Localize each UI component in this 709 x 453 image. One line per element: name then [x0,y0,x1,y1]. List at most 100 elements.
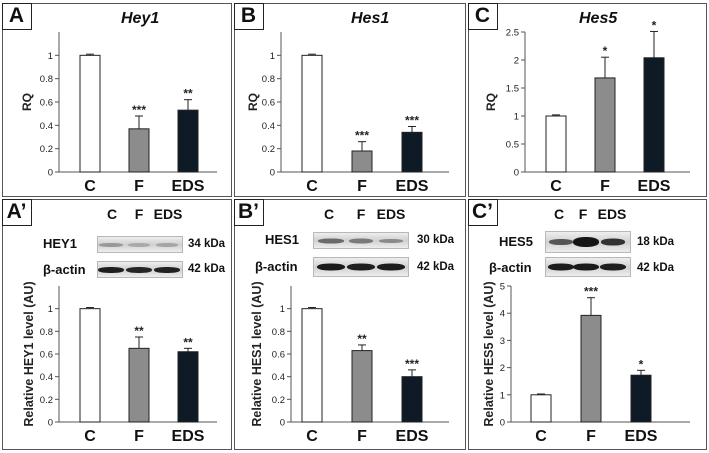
blot-protein-label: HEY1 [43,236,77,251]
bar-f [128,128,150,173]
category-label-eds: EDS [172,178,205,195]
significance-marker-f: *** [584,285,598,299]
blot-column-eds: EDS [376,206,406,222]
blot-band [98,266,125,273]
category-label-f: F [134,178,144,195]
blot-band [316,263,345,271]
y-tick-label: 1 [500,390,505,401]
y-axis-label: Relative HES5 level (AU) [482,281,496,426]
bar-eds [630,374,652,423]
significance-marker-eds: ** [183,335,193,349]
chart-title-hes1: Hes1 [351,10,390,27]
y-tick-label: 4 [500,309,505,320]
blot-protein-label: HES1 [265,232,299,247]
blot-band [349,238,373,243]
y-axis-label: RQ [484,93,498,111]
bar-f [351,350,373,423]
blot-band [317,238,344,243]
western-blot-hes1: C F EDS HES1 30 kDa β-actin 42 kDa [235,206,467,277]
y-tick-label: 0.4 [40,121,53,132]
y-tick-label: 0 [514,168,519,179]
panel-c: C Hes5 0 0.5 1 1.5 2 2.5 RQ C * F * EDS [467,2,707,197]
bar-f [594,77,616,173]
blot-loading-label: β-actin [255,259,298,274]
y-tick-label: 0.4 [272,372,285,383]
blot-band [99,242,124,247]
bar-c [79,54,101,173]
y-tick-label: 5 [500,282,505,293]
panel-c-prime: C’ C F EDS HES5 18 kDa β-actin 42 kDa 0 1… [467,198,708,450]
blot-band [347,263,375,271]
blot-column-eds: EDS [597,206,627,222]
panel-a: A Hey1 0 0.2 0.4 0.6 0.8 1 RQ C *** F ** EDS [1,2,232,197]
chart-hes1-protein: 0 0.2 0.4 0.6 0.8 1 Relative HES1 level (AU) C *… [250,281,449,445]
panel-b: B Hes1 0 0.2 0.4 0.6 0.8 1 RQ C *** F *** EDS [233,2,466,197]
panel-label-b-prime: B’ [233,198,264,226]
blot-band [153,266,180,273]
panel-b-prime: B’ C F EDS HES1 30 kDa β-actin 42 kDa 0 0… [233,198,467,450]
bar-f [580,314,602,423]
y-tick-label: 0 [500,418,505,429]
blot-column-c: C [323,206,335,222]
blot-band [548,263,575,271]
category-label-f: F [134,428,144,445]
y-tick-label: 0.6 [272,350,285,361]
y-tick-label: 0.6 [262,98,275,109]
chart-hes5-protein: 0 1 2 3 4 5 Relative HES5 level (AU) C *** F * EDS [482,281,690,445]
blot-band [128,242,151,247]
y-tick-label: 1.5 [506,84,519,95]
blot-column-f: F [134,206,144,222]
y-tick-label: 1 [48,51,53,62]
blot-band [573,237,600,247]
western-blot-hey1: C F EDS HEY1 34 kDa β-actin 42 kDa [3,206,233,278]
y-axis-label: Relative HEY1 level (AU) [22,281,36,426]
y-tick-label: 0.5 [506,140,519,151]
y-tick-label: 1 [270,51,275,62]
category-label-c: C [550,178,562,195]
y-tick-label: 0.4 [262,121,275,132]
panel-label-a-prime: A’ [1,198,32,226]
panel-label-c: C [467,2,498,30]
blot-band [601,238,626,246]
significance-marker-eds: *** [405,357,419,371]
blot-band [126,266,153,273]
category-label-eds: EDS [638,178,671,195]
blot-strip-protein [545,231,631,253]
y-axis-label: RQ [20,93,34,111]
bar-c [301,54,323,173]
y-tick-label: 1 [514,112,519,123]
y-tick-label: 0 [280,418,285,429]
y-tick-label: 0.6 [40,350,53,361]
panel-label-b: B [233,2,264,30]
blot-loading-kda: 42 kDa [637,262,675,274]
chart-hes5-rq: 0 0.5 1 1.5 2 2.5 RQ C * F * EDS [484,18,690,195]
y-tick-label: 0.8 [40,327,53,338]
western-blot-hes5: C F EDS HES5 18 kDa β-actin 42 kDa [469,206,708,277]
bar-eds [643,57,665,173]
blot-strip-loading [97,261,183,278]
bar-c [79,308,101,423]
blot-band [549,239,574,245]
blot-loading-label: β-actin [489,260,532,275]
y-tick-label: 2.5 [506,28,519,39]
significance-marker-f: ** [357,332,367,346]
significance-marker-f: * [603,44,608,58]
chart-hey1-rq: 0 0.2 0.4 0.6 0.8 1 RQ C *** F ** EDS [20,32,217,195]
chart-title-hes5: Hes5 [579,10,618,27]
blot-protein-label: HES5 [499,234,533,249]
significance-marker-eds: * [652,18,657,32]
blot-column-eds: EDS [153,206,183,222]
bar-f [351,150,373,173]
y-tick-label: 0.4 [40,372,53,383]
blot-protein-kda: 18 kDa [637,236,675,248]
chart-hes1-rq: 0 0.2 0.4 0.6 0.8 1 RQ C *** F *** EDS [246,32,449,195]
significance-marker-f: *** [132,103,146,117]
y-tick-label: 0.6 [40,98,53,109]
blot-strip-protein [97,236,183,253]
category-label-c: C [306,428,318,445]
blot-strip-loading [313,257,409,277]
y-tick-label: 1 [48,304,53,315]
significance-marker-eds: *** [405,114,419,128]
y-tick-label: 0.2 [40,395,53,406]
